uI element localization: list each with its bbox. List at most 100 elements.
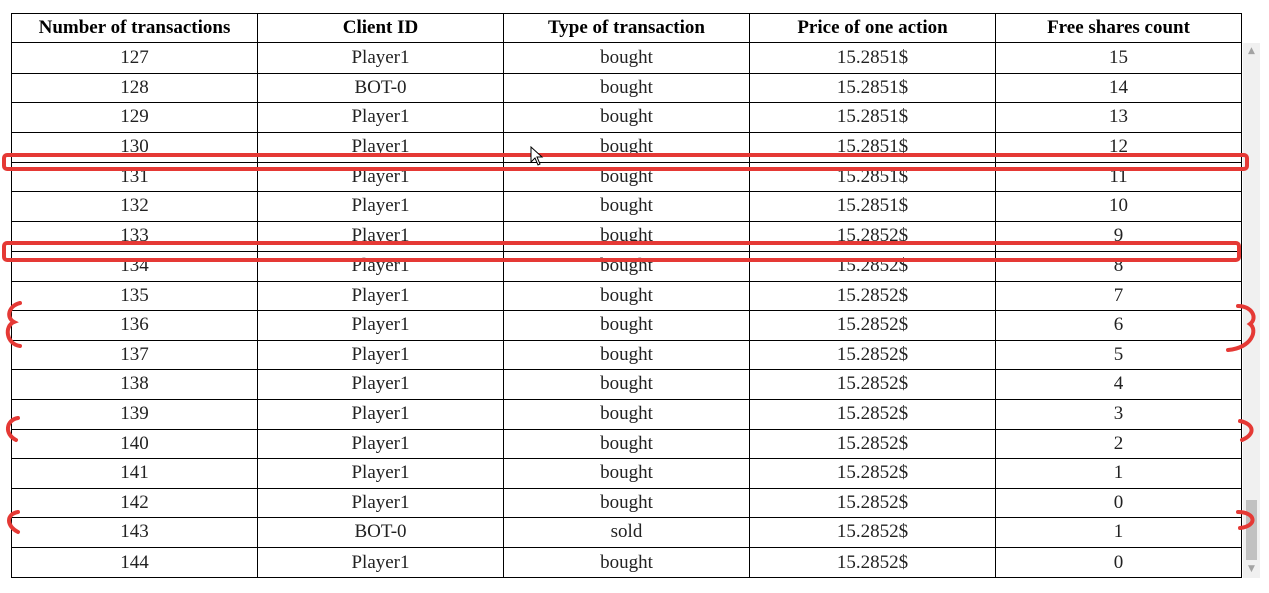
transaction-type-cell: bought [504,340,750,369]
transaction-type-cell: bought [504,221,750,251]
free-shares-cell: 8 [1113,255,1124,276]
transaction-number-cell: 136 [12,310,258,340]
table-row: 135 Player1 bought 15.2852$ 7 [12,281,1241,310]
transactions-table-body[interactable]: 127 Player1 bought 15.2851$ 15 128 BOT-0 bought… [11,43,1242,578]
transaction-type-cell: bought [504,488,750,517]
client-id-cell: Player1 [258,43,504,73]
mouse-pointer-icon [530,146,544,166]
row-divider [12,281,1241,282]
table-row: 133 Player1 bought 15.2852$ 9 [12,221,1241,251]
row-divider [12,458,1241,459]
transaction-number-cell: 128 [12,73,258,102]
transaction-type-cell: bought [504,547,750,577]
vertical-scrollbar[interactable]: ▲ ▼ [1243,43,1260,578]
transaction-type-cell: bought [504,102,750,132]
price-cell: 15.2851$ [750,73,996,102]
column-header: Free shares count [1047,17,1190,38]
table-row: 139 Player1 bought 15.2852$ 3 [12,399,1241,429]
free-shares-cell: 12 [1109,136,1128,157]
column-header: Type of transaction [504,14,750,42]
row-divider [12,517,1241,518]
scroll-up-arrow-icon[interactable]: ▲ [1248,46,1255,56]
transaction-type-cell: bought [504,399,750,429]
scroll-down-arrow-icon[interactable]: ▼ [1248,564,1255,574]
client-id-cell: Player1 [258,488,504,517]
price-cell: 15.2852$ [750,399,996,429]
row-divider [12,132,1241,133]
price-cell: 15.2852$ [750,281,996,310]
price-cell: 15.2852$ [750,547,996,577]
price-cell: 15.2851$ [750,43,996,73]
row-divider [12,547,1241,548]
free-shares-cell: 9 [1113,225,1124,246]
column-header: Number of transactions [12,14,258,42]
row-divider [12,369,1241,370]
table-row: 137 Player1 bought 15.2852$ 5 [12,340,1241,369]
client-id-cell: Player1 [258,221,504,251]
transaction-type-cell: bought [504,43,750,73]
row-divider [12,73,1241,74]
transaction-number-cell: 138 [12,369,258,399]
price-cell: 15.2852$ [750,221,996,251]
client-id-cell: Player1 [258,429,504,458]
price-cell: 15.2851$ [750,191,996,221]
free-shares-cell: 2 [1113,432,1124,454]
column-header: Price of one action [750,14,996,42]
transaction-type-cell: bought [504,369,750,399]
transaction-number-cell: 143 [12,517,258,547]
price-cell: 15.2852$ [750,340,996,369]
client-id-cell: Player1 [258,310,504,340]
client-id-cell: Player1 [258,369,504,399]
transaction-type-cell: bought [504,73,750,102]
transaction-type-cell: bought [504,191,750,221]
table-row: 141 Player1 bought 15.2852$ 1 [12,458,1241,488]
table-row: 144 Player1 bought 15.2852$ 0 [12,547,1241,577]
transaction-type-cell: sold [504,517,750,547]
scrollbar-thumb[interactable] [1246,500,1257,560]
row-divider [12,340,1241,341]
row-divider [12,399,1241,400]
table-row: 130 Player1 bought 15.2851$ 12 [12,132,1241,162]
row-divider [12,221,1241,222]
table-row: 136 Player1 bought 15.2852$ 6 [12,310,1241,340]
client-id-cell: Player1 [258,547,504,577]
annotation-box [2,153,1249,171]
free-shares-cell: 14 [1109,76,1128,98]
transaction-number-cell: 129 [12,102,258,132]
transaction-number-cell: 141 [12,458,258,488]
row-divider [12,488,1241,489]
row-divider [12,251,1241,252]
free-shares-cell: 3 [1113,403,1124,424]
free-shares-cell: 13 [1109,106,1128,127]
transaction-number-cell: 135 [12,281,258,310]
price-cell: 15.2852$ [750,517,996,547]
row-divider [12,191,1241,192]
free-shares-cell: 0 [1113,551,1124,573]
client-id-cell: Player1 [258,458,504,488]
price-cell: 15.2852$ [750,458,996,488]
column-header: Client ID [258,14,504,42]
transaction-number-cell: 144 [12,547,258,577]
table-row: 129 Player1 bought 15.2851$ 13 [12,102,1241,132]
client-id-cell: BOT-0 [258,73,504,102]
transaction-number-cell: 132 [12,191,258,221]
price-cell: 15.2851$ [750,132,996,162]
transaction-number-cell: 142 [12,488,258,517]
transaction-number-cell: 137 [12,340,258,369]
client-id-cell: Player1 [258,399,504,429]
free-shares-cell: 15 [1109,47,1128,68]
table-row: 140 Player1 bought 15.2852$ 2 [12,429,1241,458]
price-cell: 15.2851$ [750,102,996,132]
transaction-number-cell: 127 [12,43,258,73]
table-row: 143 BOT-0 sold 15.2852$ 1 [12,517,1241,547]
transaction-number-cell: 139 [12,399,258,429]
client-id-cell: Player1 [258,102,504,132]
table-row: 138 Player1 bought 15.2852$ 4 [12,369,1241,399]
transaction-number-cell: 140 [12,429,258,458]
free-shares-cell: 0 [1113,491,1124,513]
free-shares-cell: 6 [1113,314,1124,335]
table-row: 142 Player1 bought 15.2852$ 0 [12,488,1241,517]
table-header: Number of transactions Client ID Type of… [11,13,1242,43]
table-row: 128 BOT-0 bought 15.2851$ 14 [12,73,1241,102]
free-shares-cell: 5 [1113,343,1124,365]
